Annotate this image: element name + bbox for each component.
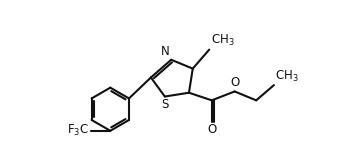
Text: CH$_3$: CH$_3$ — [275, 69, 299, 84]
Text: O: O — [207, 123, 216, 136]
Text: F$_3$C: F$_3$C — [67, 123, 89, 138]
Text: S: S — [161, 98, 169, 111]
Text: N: N — [161, 45, 170, 58]
Text: O: O — [230, 76, 239, 89]
Text: CH$_3$: CH$_3$ — [210, 33, 234, 48]
